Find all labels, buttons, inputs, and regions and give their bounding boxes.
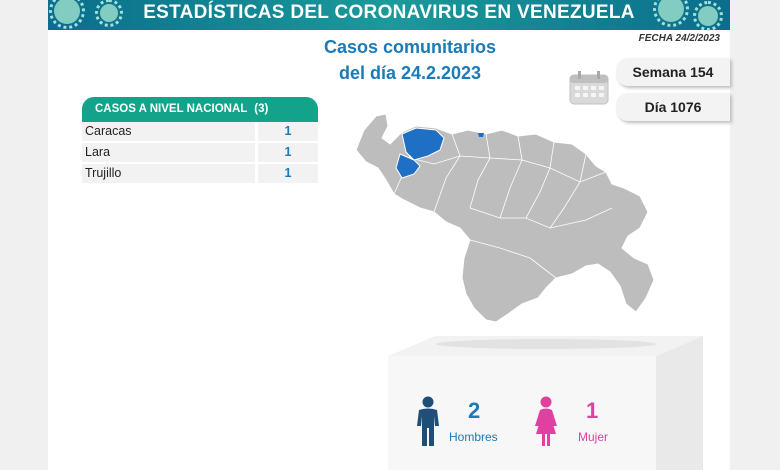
- state-value: 1: [255, 164, 318, 183]
- state-value: 1: [255, 143, 318, 162]
- map-highlight-trujillo: [395, 153, 421, 179]
- venezuela-map: [355, 113, 655, 323]
- virus-icon: [49, 0, 85, 29]
- table-header: CASOS A NIVEL NACIONAL (3): [82, 97, 318, 122]
- women-count: 1: [586, 398, 599, 423]
- day-badge: Día 1076: [616, 93, 730, 121]
- man-icon: [417, 396, 439, 446]
- map-highlight-lara: [401, 127, 445, 161]
- calendar-icon: [569, 71, 609, 105]
- table-row: Lara 1: [82, 143, 318, 164]
- men-label: Hombres: [449, 430, 498, 444]
- virus-icon: [693, 1, 723, 31]
- table-header-count: (3): [254, 103, 269, 115]
- map-highlight-caracas: [478, 133, 484, 137]
- header-title: ESTADÍSTICAS DEL CORONAVIRUS EN VENEZUEL…: [143, 2, 635, 23]
- header-banner: ESTADÍSTICAS DEL CORONAVIRUS EN VENEZUEL…: [48, 0, 730, 31]
- page-title: Casos comunitarios del día 24.2.2023: [290, 34, 530, 86]
- state-name: Caracas: [82, 122, 255, 141]
- week-badge: Semana 154: [616, 58, 730, 86]
- left-margin: [0, 0, 48, 470]
- women-label: Mujer: [578, 430, 609, 444]
- title-line-1: Casos comunitarios: [323, 37, 497, 57]
- table-header-label: CASOS A NIVEL NACIONAL: [95, 103, 248, 115]
- state-name: Trujillo: [82, 164, 255, 183]
- table-row: Caracas 1: [82, 122, 318, 143]
- state-value: 1: [255, 122, 318, 141]
- table-row: Trujillo 1: [82, 164, 318, 185]
- cases-table: CASOS A NIVEL NACIONAL (3) Caracas 1 Lar…: [82, 97, 318, 185]
- title-line-2: del día 24.2.2023: [338, 63, 482, 83]
- state-name: Lara: [82, 143, 255, 162]
- virus-icon: [653, 0, 689, 27]
- right-margin: [730, 0, 780, 470]
- virus-icon: [95, 0, 123, 27]
- podium-panel: [388, 336, 703, 470]
- men-count: 2: [468, 398, 481, 423]
- woman-icon: [535, 396, 557, 446]
- date-label: FECHA 24/2/2023: [638, 33, 720, 44]
